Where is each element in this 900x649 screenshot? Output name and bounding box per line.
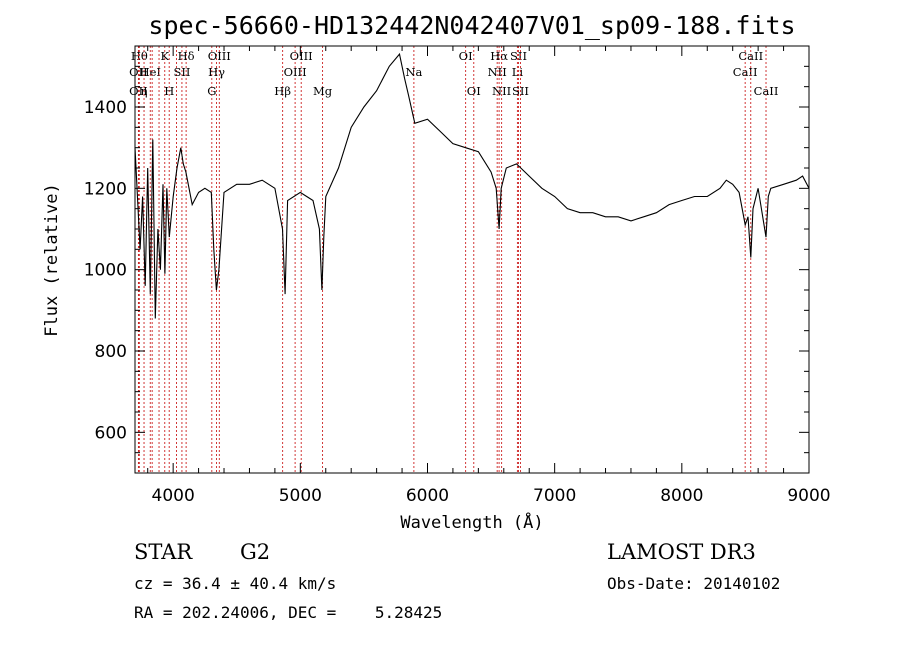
y-tick-label: 1400 <box>84 98 127 118</box>
y-tick-label: 600 <box>95 423 127 443</box>
marker-label: CaII <box>738 49 763 63</box>
plot-frame <box>134 45 810 474</box>
marker-label: CaII <box>733 65 758 79</box>
marker-label: Mg <box>313 84 333 98</box>
marker-label: SII <box>510 49 527 63</box>
x-tick-label: 9000 <box>787 486 830 506</box>
marker-label: SII <box>173 65 190 79</box>
x-tick-label: 6000 <box>406 486 449 506</box>
spectrum-plot <box>134 52 810 319</box>
marker-label: OIII <box>290 49 313 63</box>
marker-label: CaII <box>754 84 779 98</box>
object-subclass: G2 <box>240 540 271 564</box>
marker-label: OI <box>459 49 473 63</box>
y-axis-label: Flux (relative) <box>42 183 62 337</box>
x-tick-label: 5000 <box>279 486 322 506</box>
marker-label: Hβ <box>274 84 291 98</box>
marker-label: η <box>141 84 148 98</box>
object-class: STAR <box>134 540 193 564</box>
spectrum-series-0 <box>134 52 810 319</box>
marker-label: Hγ <box>208 65 225 79</box>
observation-date: Obs-Date: 20140102 <box>607 574 781 593</box>
y-tick-label: 1200 <box>84 179 127 199</box>
marker-label: OIII <box>208 49 231 63</box>
marker-label: OIII <box>284 65 307 79</box>
marker-label: NII <box>488 65 507 79</box>
marker-label: K <box>160 49 169 63</box>
x-tick-label: 8000 <box>660 486 703 506</box>
y-tick-label: 1000 <box>84 261 127 281</box>
marker-label: HeI <box>140 65 161 79</box>
x-tick-label: 7000 <box>533 486 576 506</box>
line-markers: HθOIIOIIηHeIKHSIIHδGHγOIIIHβOIIIOIIIMgNa… <box>129 46 778 473</box>
survey-name: LAMOST DR3 <box>607 540 756 564</box>
marker-label: OII <box>129 84 148 98</box>
x-tick-label: 4000 <box>152 486 195 506</box>
marker-label: OI <box>467 84 481 98</box>
coordinates: RA = 202.24006, DEC = 5.28425 <box>134 603 443 622</box>
marker-label: Na <box>405 65 422 79</box>
y-tick-label: 800 <box>95 342 127 362</box>
y-axis: 600 800 1000 1200 1400 <box>84 45 809 454</box>
marker-label: Li <box>512 65 524 79</box>
marker-label: G <box>207 84 216 98</box>
x-axis: 4000 5000 6000 7000 8000 9000 <box>147 46 831 506</box>
marker-label: Hα <box>490 49 508 63</box>
marker-label: NII <box>492 84 511 98</box>
marker-label: Hδ <box>178 49 195 63</box>
x-axis-label: Wavelength (Å) <box>400 511 543 533</box>
marker-label: SII <box>512 84 529 98</box>
chart-title: spec-56660-HD132442N042407V01_sp09-188.f… <box>148 11 795 40</box>
marker-label: H <box>164 84 174 98</box>
marker-label: Hθ <box>131 49 148 63</box>
redshift-velocity: cz = 36.4 ± 40.4 km/s <box>134 574 337 593</box>
